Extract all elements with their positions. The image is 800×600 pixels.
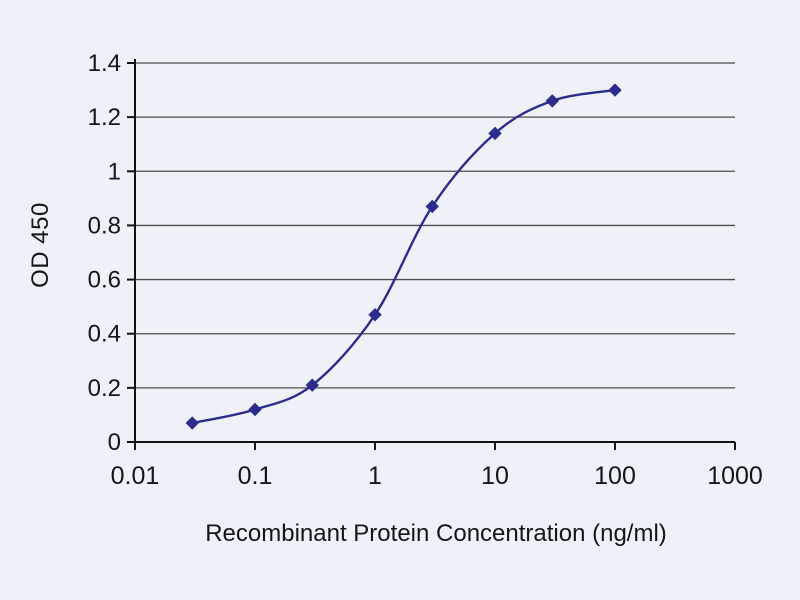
x-tick-label: 1 bbox=[368, 462, 382, 490]
y-gridlines bbox=[135, 62, 735, 389]
y-tick-label: 1.2 bbox=[88, 104, 121, 131]
data-point-marker bbox=[545, 94, 559, 108]
data-point-marker bbox=[608, 83, 622, 97]
y-axis-title: OD 450 bbox=[27, 202, 54, 288]
x-tick-label: 10 bbox=[481, 462, 509, 490]
axes bbox=[134, 59, 735, 443]
data-point-marker bbox=[488, 126, 502, 141]
y-tick-label: 0 bbox=[108, 429, 121, 456]
y-tick-label: 1.4 bbox=[88, 50, 121, 77]
y-tick-label: 0.6 bbox=[88, 267, 121, 294]
y-tick-label: 0.2 bbox=[88, 375, 121, 402]
series-line bbox=[192, 88, 616, 425]
x-axis-ticks: 0.01 0.1 1 10 100 1000 bbox=[111, 442, 763, 490]
data-point-marker bbox=[185, 416, 199, 430]
x-tick-label: 0.1 bbox=[238, 462, 273, 490]
data-point-marker bbox=[425, 199, 439, 214]
y-tick-label: 0.8 bbox=[88, 212, 121, 239]
series-od-450 bbox=[185, 83, 622, 430]
data-point-marker bbox=[305, 378, 319, 392]
x-tick-label: 1000 bbox=[707, 462, 763, 490]
x-tick-label: 100 bbox=[594, 462, 636, 490]
y-tick-label: 1 bbox=[108, 158, 121, 185]
x-tick-label: 0.01 bbox=[111, 462, 160, 490]
x-axis-title: Recombinant Protein Concentration (ng/ml… bbox=[205, 520, 667, 547]
data-point-marker bbox=[248, 402, 262, 417]
y-tick-label: 0.4 bbox=[88, 321, 121, 348]
data-point-marker bbox=[368, 308, 382, 322]
y-axis-ticks: 0 0.2 0.4 0.6 0.8 1 1.2 1.4 bbox=[88, 50, 135, 456]
